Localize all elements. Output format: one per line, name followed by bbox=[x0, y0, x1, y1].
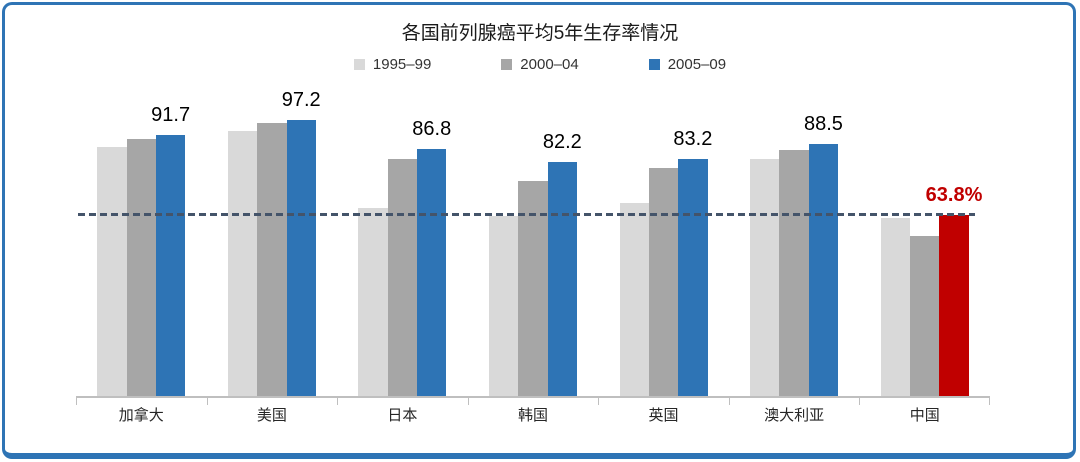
axis-tick bbox=[337, 398, 339, 405]
bar-美国-2005–09 bbox=[286, 119, 316, 396]
x-axis-label-澳大利亚: 澳大利亚 bbox=[764, 407, 825, 424]
bar-澳大利亚-1995–99 bbox=[750, 158, 780, 396]
reference-line bbox=[78, 213, 975, 217]
legend-item-1995–99: 1995–99 bbox=[353, 56, 432, 73]
bar-加拿大-1995–99 bbox=[97, 146, 127, 396]
bar-日本-2000–04 bbox=[387, 158, 418, 396]
x-axis-labels: 加拿大 美国 日本 韩国 英国 澳大利亚 中国 bbox=[76, 404, 990, 426]
bar-加拿大-2000–04 bbox=[126, 138, 156, 396]
bar-澳大利亚-2005–09 bbox=[808, 144, 839, 396]
bar-group-美国 bbox=[207, 96, 338, 396]
x-axis-label-美国: 美国 bbox=[256, 407, 287, 424]
bar-value-label-日本: 86.8 bbox=[412, 118, 452, 141]
x-axis-label-日本: 日本 bbox=[387, 407, 418, 424]
bar-美国-2000–04 bbox=[257, 122, 287, 396]
bar-group-韩国 bbox=[468, 96, 599, 396]
bar-英国-2005–09 bbox=[678, 159, 708, 396]
bar-group-加拿大 bbox=[76, 96, 207, 396]
bar-美国-1995–99 bbox=[227, 130, 258, 396]
legend-swatch-icon bbox=[353, 59, 365, 70]
bar-value-label-中国: 63.8% bbox=[925, 183, 983, 206]
bar-中国-1995–99 bbox=[880, 217, 911, 396]
bar-澳大利亚-2000–04 bbox=[779, 149, 809, 396]
bar-日本-2005–09 bbox=[417, 149, 447, 396]
axis-tick bbox=[859, 398, 861, 405]
axis-tick bbox=[76, 398, 77, 405]
axis-tick bbox=[206, 398, 208, 405]
legend-label: 2000–04 bbox=[520, 56, 579, 73]
bar-韩国-2000–04 bbox=[518, 180, 548, 396]
bar-韩国-1995–99 bbox=[488, 215, 519, 396]
legend-item-2000–04: 2000–04 bbox=[501, 56, 579, 73]
bar-中国-2005–09 bbox=[939, 214, 969, 396]
bar-日本-1995–99 bbox=[358, 207, 388, 396]
plot-area: 91.7 97.2 86.8 82.2 83.2 88.5 63.8% bbox=[76, 90, 990, 398]
bar-韩国-2005–09 bbox=[547, 162, 577, 396]
axis-tick bbox=[728, 398, 730, 405]
bar-group-英国 bbox=[598, 96, 729, 396]
axis-tick bbox=[989, 398, 990, 405]
bar-value-label-加拿大: 91.7 bbox=[151, 104, 191, 127]
legend-item-2005–09: 2005–09 bbox=[648, 56, 727, 73]
bar-中国-2000–04 bbox=[910, 236, 940, 396]
axis-tick bbox=[598, 398, 600, 405]
legend-label: 1995–99 bbox=[372, 56, 432, 73]
legend-label: 2005–09 bbox=[667, 56, 727, 73]
legend: 1995–99 2000–04 2005–09 bbox=[0, 56, 1080, 73]
bar-group-日本 bbox=[337, 96, 468, 396]
legend-swatch-icon bbox=[501, 59, 513, 70]
x-axis-label-中国: 中国 bbox=[909, 407, 940, 424]
x-axis-label-英国: 英国 bbox=[648, 407, 679, 424]
bar-value-label-澳大利亚: 88.5 bbox=[804, 113, 843, 136]
legend-swatch-icon bbox=[648, 59, 660, 70]
bar-group-澳大利亚 bbox=[729, 96, 860, 396]
chart-title: 各国前列腺癌平均5年生存率情况 bbox=[401, 23, 679, 44]
bar-英国-2000–04 bbox=[648, 168, 679, 396]
x-axis bbox=[76, 398, 990, 406]
x-axis-label-韩国: 韩国 bbox=[517, 407, 548, 424]
bar-value-label-英国: 83.2 bbox=[673, 128, 713, 151]
bar-group-中国 bbox=[859, 96, 990, 396]
x-axis-label-加拿大: 加拿大 bbox=[118, 407, 164, 424]
bar-加拿大-2005–09 bbox=[155, 135, 186, 396]
bar-英国-1995–99 bbox=[619, 202, 649, 396]
bar-value-label-美国: 97.2 bbox=[281, 88, 321, 111]
bar-value-label-韩国: 82.2 bbox=[542, 131, 582, 154]
axis-tick bbox=[467, 398, 469, 405]
